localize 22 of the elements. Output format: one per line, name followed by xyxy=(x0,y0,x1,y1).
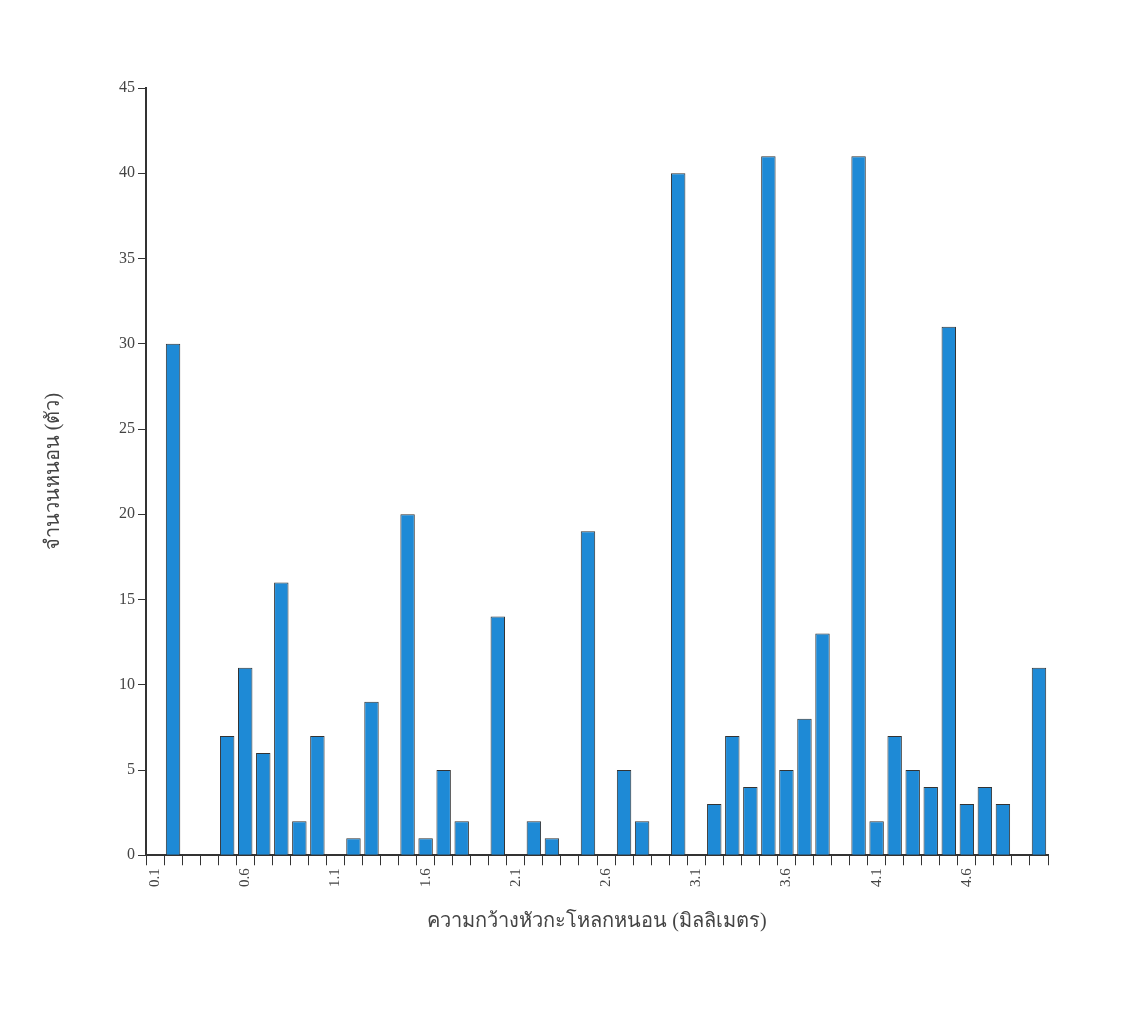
y-tick-label: 0 xyxy=(127,845,135,863)
y-tick-label: 5 xyxy=(127,760,135,778)
y-tick-label: 20 xyxy=(119,504,135,522)
x-tick-label: 3.1 xyxy=(687,868,704,887)
x-tick-label: 0.6 xyxy=(236,867,253,887)
y-tick-label: 15 xyxy=(119,589,135,607)
x-tick-label: 1.6 xyxy=(416,867,433,887)
y-tick-label: 25 xyxy=(119,419,135,437)
x-tick-label: 2.1 xyxy=(506,868,523,887)
x-tick-label: 1.1 xyxy=(326,868,343,887)
y-tick-label: 10 xyxy=(119,674,135,692)
y-tick-label: 45 xyxy=(119,78,135,96)
x-tick-label: 4.1 xyxy=(867,868,884,887)
x-tick-label: 0.1 xyxy=(145,868,162,887)
x-tick-label: 3.6 xyxy=(777,867,794,887)
x-tick-label: 2.6 xyxy=(596,867,613,887)
y-tick-label: 35 xyxy=(119,248,135,266)
x-tick-label: 4.6 xyxy=(957,867,974,887)
y-tick-label: 40 xyxy=(119,163,135,181)
x-axis-title: ความกว้างหัวกะโหลกหนอน (มิลลิเมตร) xyxy=(427,909,767,933)
y-tick-label: 30 xyxy=(119,333,135,351)
y-axis-title: จำนวนหนอน (ตัว) xyxy=(41,392,65,551)
